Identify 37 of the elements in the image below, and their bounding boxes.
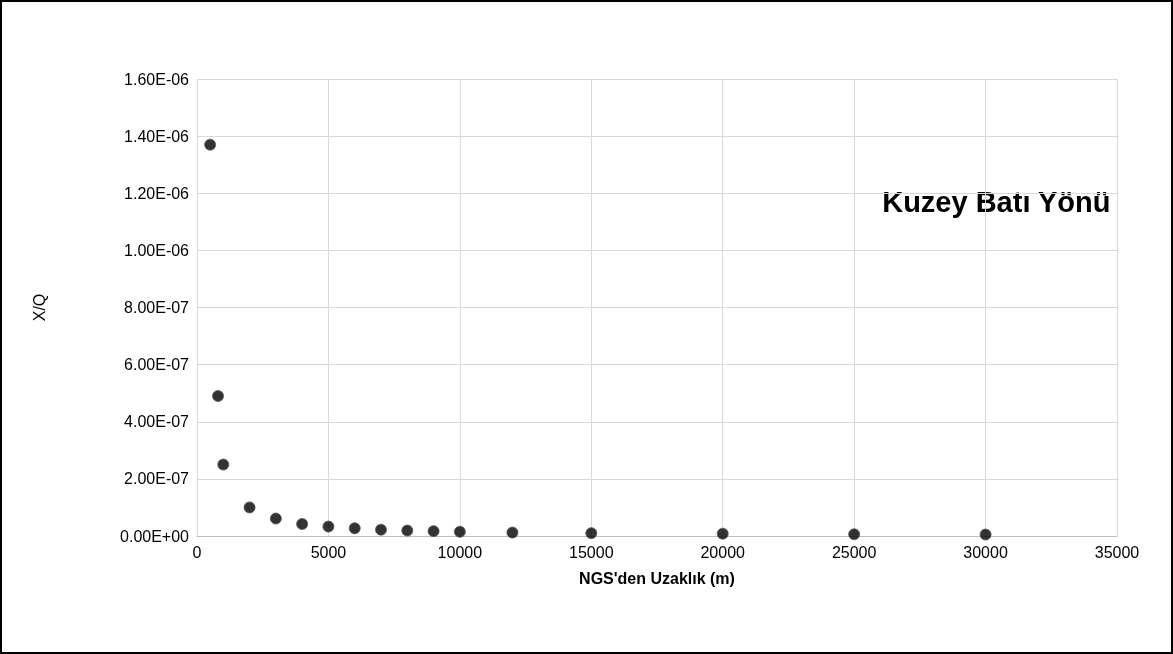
point [375,523,387,536]
point [979,528,992,541]
y-tick-label: 8.00E-07 [124,299,190,316]
point [506,526,519,539]
x-tick-label: 0 [192,543,202,561]
point [348,522,361,535]
point [401,524,414,537]
x-axis-title: NGS'den Uzaklık (m) [579,569,735,587]
point [585,527,598,540]
point [296,518,309,530]
y-tick-label: 1.00E-06 [124,241,190,259]
x-tick-label: 35000 [1094,543,1140,561]
y-axis-title: X/Q [30,293,48,322]
y-tick-label: 1.60E-06 [124,70,190,88]
y-tick-label: 1.20E-06 [124,184,190,202]
x-tick-label: 15000 [569,543,614,561]
point [243,501,256,514]
x-tick-label: 30000 [963,543,1008,561]
point [453,525,466,538]
y-tick-label: 2.00E-07 [124,470,190,488]
x-tick-label: 5000 [310,543,347,561]
y-tick-label: 6.00E-07 [124,356,190,374]
point [217,458,230,471]
x-tick-label: 20000 [700,543,746,561]
point [716,527,729,540]
point [212,390,225,403]
y-tick-label: 0.00E+00 [120,527,190,545]
point [427,525,440,538]
y-tick-label: 1.40E-06 [124,127,190,145]
y-tick-label: 4.00E-07 [124,413,190,431]
point [269,512,282,525]
point [848,528,861,541]
annotation: Kuzey Batı Yönü [882,185,1111,218]
point [204,138,217,151]
x-tick-label: 10000 [437,543,483,561]
point [322,520,335,533]
x-tick-label: 25000 [831,543,877,561]
